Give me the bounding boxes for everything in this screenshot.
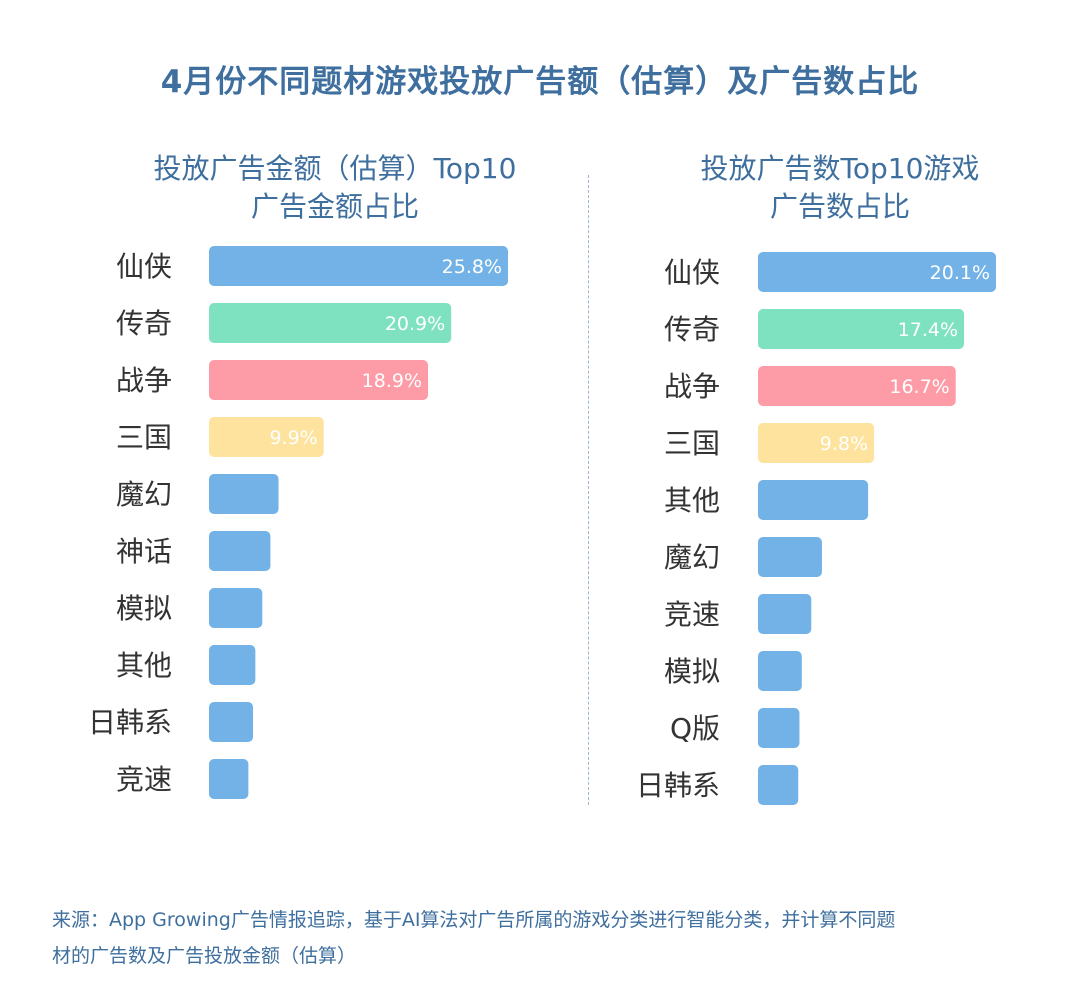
count-category-label: 传奇 bbox=[664, 313, 720, 346]
spend-category-label: 日韩系 bbox=[88, 706, 172, 739]
chart-main-title: 4月份不同题材游戏投放广告额（估算）及广告数占比 bbox=[160, 64, 920, 100]
count-bar bbox=[758, 594, 812, 634]
count-category-label: 模拟 bbox=[664, 655, 720, 688]
spend-category-label: 其他 bbox=[116, 649, 172, 682]
count-value-label: 20.1% bbox=[930, 262, 990, 284]
count-category-label: 仙侠 bbox=[664, 256, 720, 289]
spend-bar bbox=[209, 246, 508, 286]
source-note-line-2: 材的广告数及广告投放金额（估算） bbox=[52, 945, 357, 967]
panel-divider bbox=[588, 175, 589, 805]
spend-category-label: 三国 bbox=[116, 421, 172, 454]
count-value-label: 17.4% bbox=[898, 319, 958, 341]
count-category-label: 竞速 bbox=[664, 598, 720, 631]
spend-category-label: 仙侠 bbox=[116, 250, 172, 283]
count-category-label: 日韩系 bbox=[636, 769, 720, 802]
count-bar bbox=[758, 537, 822, 577]
source-note: 来源：App Growing广告情报追踪，基于AI算法对广告所属的游戏分类进行智… bbox=[52, 902, 1042, 974]
count-category-label: 战争 bbox=[664, 370, 720, 403]
spend-category-label: 传奇 bbox=[116, 307, 172, 340]
spend-category-label: 模拟 bbox=[116, 592, 172, 625]
spend-bar bbox=[209, 474, 279, 514]
count-bar bbox=[758, 480, 869, 520]
left-chart-title: 投放广告金额（估算）Top10 广告金额占比 bbox=[90, 150, 580, 226]
spend-bar bbox=[209, 531, 271, 571]
spend-category-label: 神话 bbox=[116, 535, 172, 568]
count-bar bbox=[758, 765, 799, 805]
count-bar bbox=[758, 366, 956, 406]
spend-bar bbox=[209, 417, 324, 457]
spend-category-label: 竞速 bbox=[116, 763, 172, 796]
left-chart-title-line-2: 广告金额占比 bbox=[250, 190, 419, 223]
right-chart-title-line-2: 广告数占比 bbox=[769, 190, 910, 223]
spend-value-label: 20.9% bbox=[385, 313, 445, 335]
spend-bar bbox=[209, 702, 254, 742]
spend-value-label: 25.8% bbox=[442, 256, 502, 278]
count-category-label: 魔幻 bbox=[664, 541, 720, 574]
count-value-label: 9.8% bbox=[820, 433, 868, 455]
right-chart-title: 投放广告数Top10游戏 广告数占比 bbox=[600, 150, 1080, 226]
count-bar bbox=[758, 423, 875, 463]
spend-value-label: 9.9% bbox=[269, 427, 317, 449]
spend-bar bbox=[209, 759, 249, 799]
count-category-label: Q版 bbox=[670, 712, 720, 745]
source-note-line-1: 来源：App Growing广告情报追踪，基于AI算法对广告所属的游戏分类进行智… bbox=[52, 909, 896, 931]
count-category-label: 其他 bbox=[664, 484, 720, 517]
left-chart-title-line-1: 投放广告金额（估算）Top10 bbox=[153, 152, 517, 185]
spend-value-label: 18.9% bbox=[362, 370, 422, 392]
spend-bar bbox=[209, 360, 429, 400]
spend-bar bbox=[209, 303, 452, 343]
spend-category-label: 战争 bbox=[116, 364, 172, 397]
count-bar bbox=[758, 708, 800, 748]
spend-bar bbox=[209, 645, 256, 685]
spend-bar bbox=[209, 588, 263, 628]
count-category-label: 三国 bbox=[664, 427, 720, 460]
count-bar bbox=[758, 651, 802, 691]
count-bar bbox=[758, 252, 996, 292]
right-chart-title-line-1: 投放广告数Top10游戏 bbox=[700, 152, 980, 185]
count-value-label: 16.7% bbox=[889, 376, 949, 398]
count-bar bbox=[758, 309, 965, 349]
spend-category-label: 魔幻 bbox=[116, 478, 172, 511]
